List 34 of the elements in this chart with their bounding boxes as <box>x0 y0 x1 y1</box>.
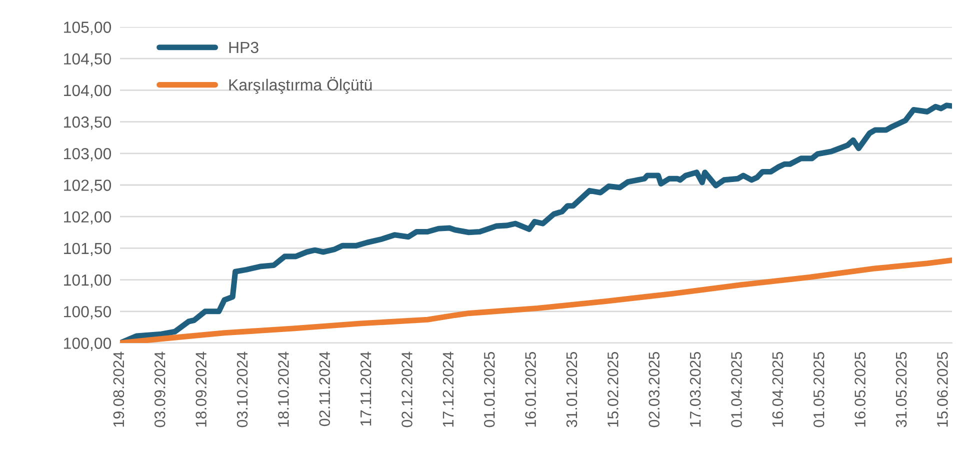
y-tick-label: 102,00 <box>64 211 112 224</box>
y-tick-label: 100,00 <box>64 338 112 351</box>
y-tick-label: 104,00 <box>64 84 112 98</box>
y-tick-label: 101,50 <box>64 242 112 256</box>
x-tick-label: 01.04.2025 <box>731 352 742 428</box>
y-tick-label: 100,50 <box>64 306 112 320</box>
x-tick-label: 31.05.2025 <box>896 352 907 428</box>
x-tick-label: 16.04.2025 <box>772 352 784 427</box>
x-tick-label: 16.05.2025 <box>854 352 866 427</box>
x-tick-label: 18.10.2024 <box>278 352 289 427</box>
x-tick-label: 16.01.2025 <box>525 352 536 427</box>
x-tick-label: 15.02.2025 <box>608 352 618 427</box>
x-tick-label: 31.01.2025 <box>566 352 578 428</box>
x-tick-label: 02.03.2025 <box>648 352 660 428</box>
y-tick-label: 105,00 <box>64 22 112 35</box>
legend-label: Karşılaştırma Ölçütü <box>229 77 372 94</box>
x-tick-label: 01.05.2025 <box>813 352 824 428</box>
x-tick-label: 15.06.2025 <box>937 352 948 427</box>
y-tick-label: 101,00 <box>64 274 112 288</box>
y-tick-label: 103,50 <box>64 116 112 130</box>
x-tick-label: 17.03.2025 <box>690 352 701 427</box>
x-tick-label: 01.01.2025 <box>484 352 495 428</box>
y-tick-label: 102,50 <box>64 180 112 193</box>
x-tick-label: 03.10.2024 <box>236 352 248 428</box>
x-tick-label: 03.09.2024 <box>154 352 166 428</box>
x-tick-label: 19.08.2024 <box>113 352 124 427</box>
x-tick-label: 17.11.2024 <box>360 352 372 426</box>
legend-label: HP3 <box>229 42 258 54</box>
x-tick-label: 02.12.2024 <box>402 352 412 428</box>
y-tick-label: 103,00 <box>64 148 112 162</box>
x-tick-label: 18.09.2024 <box>196 352 206 427</box>
y-tick-label: 104,50 <box>64 53 112 66</box>
x-tick-label: 02.11.2024 <box>319 352 330 426</box>
x-tick-label: 17.12.2024 <box>442 352 454 427</box>
